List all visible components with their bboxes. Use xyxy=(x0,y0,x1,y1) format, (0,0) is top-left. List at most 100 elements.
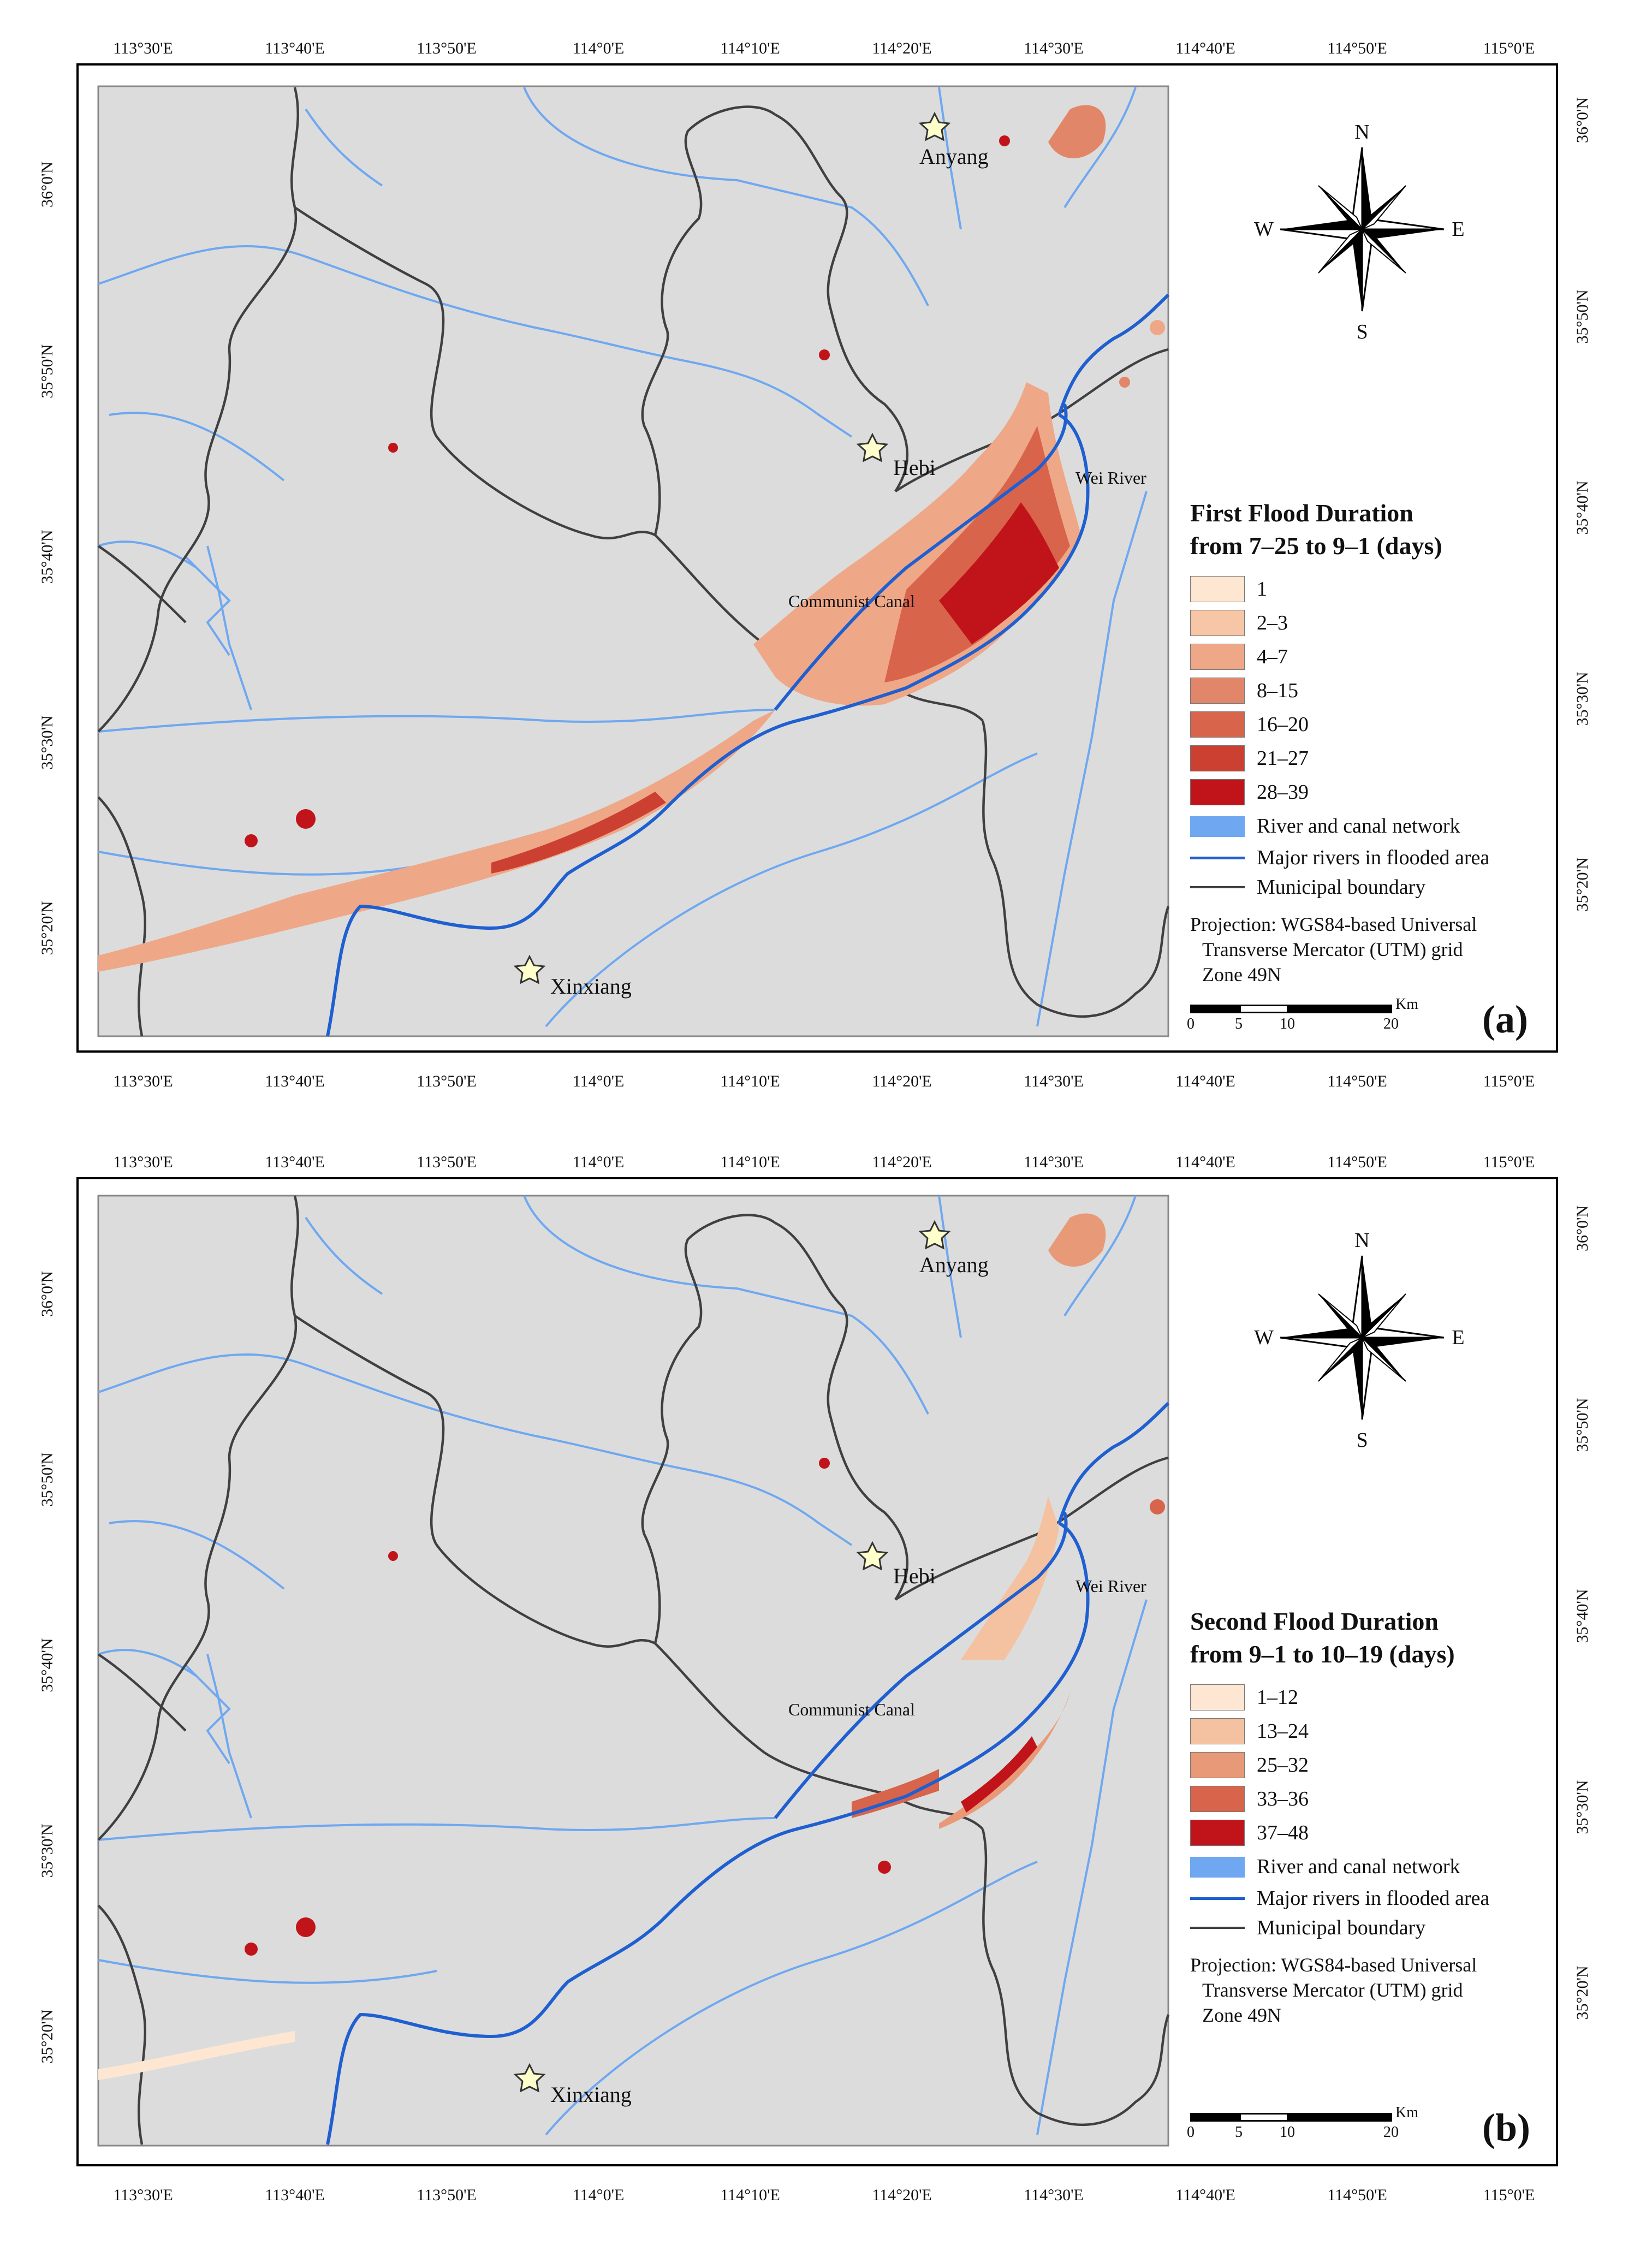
legend-class-swatch xyxy=(1190,1786,1245,1812)
legend-major-rivers: Major rivers in flooded area xyxy=(1190,1884,1572,1913)
lat-label: 35°50'N xyxy=(38,1452,56,1506)
legend-classes: 1 2–3 4–7 8–15 16–20 21–27 28–39 xyxy=(1190,572,1572,809)
legend-major-rivers: Major rivers in flooded area xyxy=(1190,843,1572,872)
projection-note: Projection: WGS84-based Universal Transv… xyxy=(1190,912,1572,987)
legend-title-line1: Second Flood Duration xyxy=(1190,1607,1439,1635)
scale-tick: 20 xyxy=(1383,1015,1399,1032)
map-a: 113°30'E 113°40'E 113°50'E 114°0'E 114°1… xyxy=(38,39,1591,1090)
lon-label: 114°10'E xyxy=(720,39,780,57)
city-label-xinxiang: Xinxiang xyxy=(550,974,632,999)
river-network xyxy=(98,1195,1148,2136)
scale-tick: 5 xyxy=(1235,1015,1243,1032)
major-river-swatch xyxy=(1190,845,1245,871)
legend-class-label: 13–24 xyxy=(1257,1720,1309,1743)
legend-class-item: 28–39 xyxy=(1190,775,1572,809)
legend-class-swatch xyxy=(1190,1718,1245,1744)
scale-tick: 10 xyxy=(1280,2124,1295,2141)
projection-note: Projection: WGS84-based Universal Transv… xyxy=(1190,1952,1572,2028)
city-star-icon xyxy=(513,2063,546,2093)
panel-a: 113°30'E 113°40'E 113°50'E 114°0'E 114°1… xyxy=(0,0,1652,1114)
lat-label: 35°40'N xyxy=(38,530,56,584)
projection-line: Projection: WGS84-based Universal xyxy=(1190,913,1477,935)
map-area xyxy=(97,1195,1169,2147)
lon-label: 115°0'E xyxy=(1483,1072,1535,1090)
legend-class-label: 4–7 xyxy=(1257,645,1288,668)
legend-title-line2: from 9–1 to 10–19 (days) xyxy=(1190,1640,1455,1668)
legend-label: River and canal network xyxy=(1257,1855,1460,1878)
city-label-hebi: Hebi xyxy=(893,1564,936,1588)
flood-extent-b xyxy=(98,1213,1165,2080)
scale-unit: Km xyxy=(1395,996,1418,1013)
outer-frame xyxy=(76,1177,1558,2166)
lon-label: 114°20'E xyxy=(872,1072,932,1090)
legend-a: First Flood Duration from 7–25 to 9–1 (d… xyxy=(1190,497,1572,987)
flood-extent-a xyxy=(98,105,1165,972)
lon-label: 113°40'E xyxy=(265,2186,325,2204)
lon-label: 114°0'E xyxy=(573,2186,625,2204)
lat-label: 35°40'N xyxy=(1573,1589,1591,1643)
major-rivers-a xyxy=(326,293,1170,1037)
lon-label: 113°40'E xyxy=(265,1072,325,1090)
lon-label: 114°0'E xyxy=(573,39,625,57)
lon-label: 114°20'E xyxy=(872,2186,932,2204)
lat-label: 36°0'N xyxy=(1573,97,1591,143)
legend-classes: 1–12 13–24 25–32 33–36 37–48 xyxy=(1190,1680,1572,1850)
legend-label: Municipal boundary xyxy=(1257,1916,1426,1939)
lat-label: 35°30'N xyxy=(38,1824,56,1878)
legend-class-item: 8–15 xyxy=(1190,674,1572,708)
compass-n: N xyxy=(1354,1229,1369,1252)
legend-label: Municipal boundary xyxy=(1257,876,1426,899)
legend-label: Major rivers in flooded area xyxy=(1257,1887,1490,1910)
lon-label: 113°50'E xyxy=(417,39,477,57)
scale-tick: 5 xyxy=(1235,2124,1243,2141)
legend-class-swatch xyxy=(1190,1820,1245,1846)
legend-class-label: 33–36 xyxy=(1257,1787,1309,1810)
city-hebi: Hebi xyxy=(856,432,936,480)
lon-label: 115°0'E xyxy=(1483,1153,1535,1171)
lat-label: 35°30'N xyxy=(1573,1780,1591,1834)
lon-label: 114°40'E xyxy=(1175,39,1235,57)
legend-class-item: 13–24 xyxy=(1190,1714,1572,1748)
legend-class-label: 16–20 xyxy=(1257,713,1309,736)
lon-label: 114°10'E xyxy=(720,2186,780,2204)
legend-title-line2: from 7–25 to 9–1 (days) xyxy=(1190,532,1442,560)
legend-class-item: 16–20 xyxy=(1190,708,1572,741)
legend-class-label: 28–39 xyxy=(1257,781,1309,804)
outer-frame xyxy=(76,63,1558,1053)
projection-line: Transverse Mercator (UTM) grid xyxy=(1202,939,1463,960)
city-star-icon xyxy=(513,954,546,984)
legend-class-label: 2–3 xyxy=(1257,611,1288,634)
legend-class-swatch xyxy=(1190,1684,1245,1711)
lon-label: 114°10'E xyxy=(720,1072,780,1090)
legend-class-item: 4–7 xyxy=(1190,640,1572,674)
city-star-icon xyxy=(856,432,889,462)
scale-bar-b: Km 0 5 10 20 xyxy=(1187,2104,1418,2141)
lon-label: 113°50'E xyxy=(417,2186,477,2204)
legend-river-network: River and canal network xyxy=(1190,809,1572,843)
scale-tick: 10 xyxy=(1280,1015,1295,1032)
legend-class-swatch xyxy=(1190,678,1245,704)
compass-s: S xyxy=(1356,320,1368,343)
city-hebi: Hebi xyxy=(856,1541,936,1588)
lat-label: 35°40'N xyxy=(1573,480,1591,534)
lat-label: 36°0'N xyxy=(38,1271,56,1317)
lon-label: 114°0'E xyxy=(573,1153,625,1171)
scale-unit: Km xyxy=(1395,2104,1418,2121)
projection-line: Zone 49N xyxy=(1202,2004,1281,2026)
city-anyang: Anyang xyxy=(918,1220,989,1277)
legend-class-item: 1 xyxy=(1190,572,1572,606)
boundary-swatch xyxy=(1190,1915,1245,1941)
city-label-anyang: Anyang xyxy=(919,144,989,169)
legend-class-swatch xyxy=(1190,711,1245,738)
legend-class-item: 2–3 xyxy=(1190,606,1572,640)
lon-ticks-b: 113°30'E 113°40'E 113°50'E 114°0'E 114°1… xyxy=(38,1153,1591,2204)
compass-e: E xyxy=(1452,1326,1464,1349)
lon-label: 115°0'E xyxy=(1483,2186,1535,2204)
lat-label: 35°30'N xyxy=(1573,672,1591,726)
lat-label: 35°20'N xyxy=(38,901,56,955)
city-star-icon xyxy=(856,1541,889,1571)
lat-label: 36°0'N xyxy=(38,162,56,207)
lon-label: 113°30'E xyxy=(113,1072,173,1090)
lat-label: 35°50'N xyxy=(38,344,56,398)
north-arrow-icon: N S E W xyxy=(1254,1229,1465,1452)
